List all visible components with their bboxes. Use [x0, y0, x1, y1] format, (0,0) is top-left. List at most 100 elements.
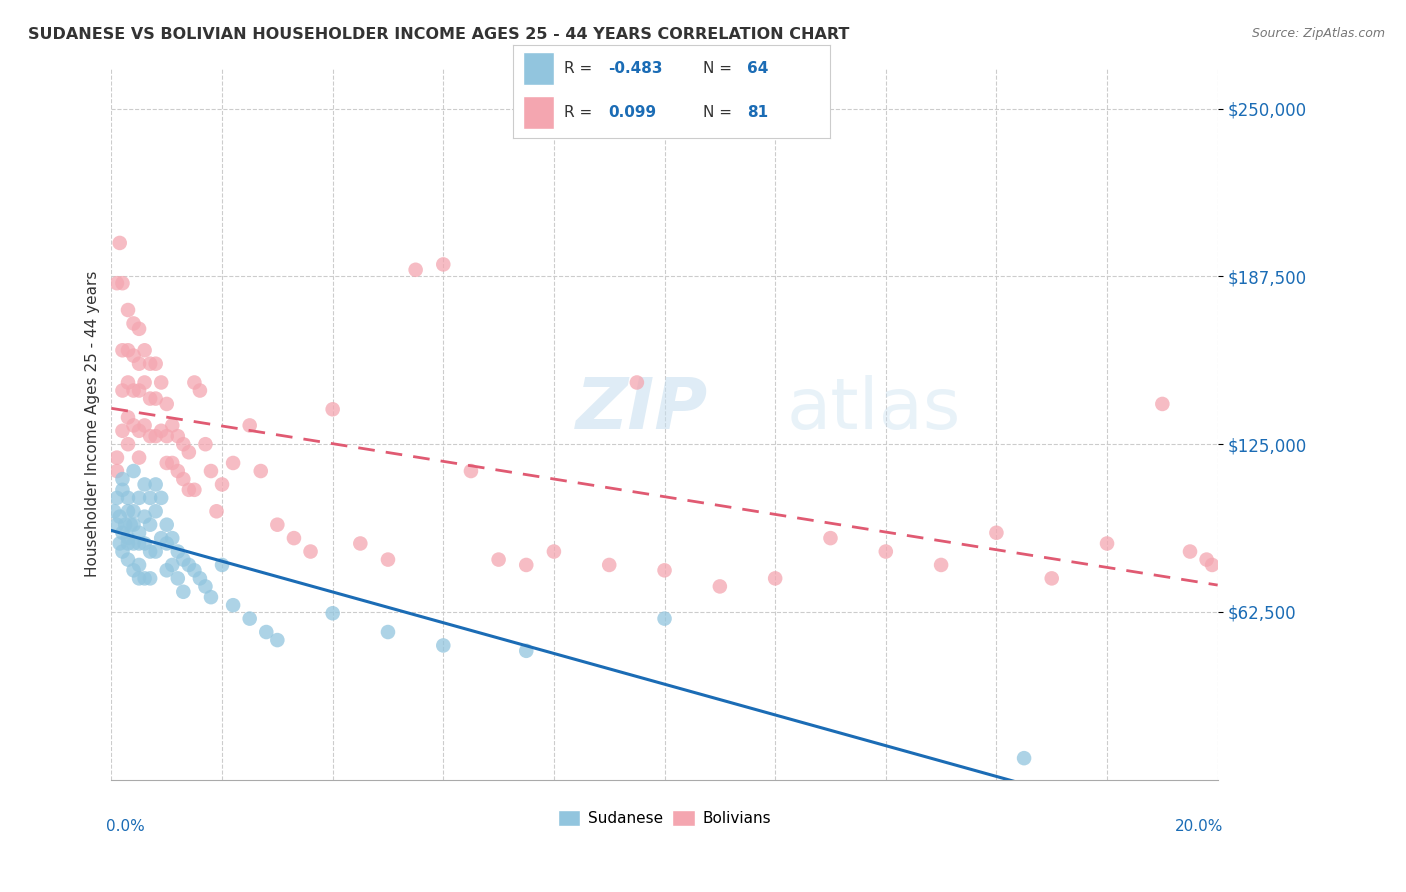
Point: [134, 509, 156, 524]
Point: [117, 437, 139, 451]
Point: [654, 612, 676, 626]
Point: [145, 477, 167, 491]
Point: [111, 472, 134, 486]
Point: [145, 429, 167, 443]
Legend: Sudanese, Bolivians: Sudanese, Bolivians: [551, 804, 778, 832]
Point: [139, 544, 162, 558]
Point: [405, 262, 427, 277]
Point: [598, 558, 620, 572]
Point: [122, 464, 145, 478]
Point: [134, 376, 156, 390]
Point: [515, 558, 537, 572]
Text: -0.483: -0.483: [607, 61, 662, 76]
Point: [349, 536, 371, 550]
Text: atlas: atlas: [786, 376, 960, 444]
Text: 64: 64: [748, 61, 769, 76]
Point: [322, 607, 344, 621]
Point: [654, 563, 676, 577]
Point: [134, 571, 156, 585]
Point: [105, 276, 128, 290]
Point: [222, 598, 245, 612]
Point: [188, 384, 211, 398]
Point: [299, 544, 322, 558]
Point: [117, 552, 139, 566]
Point: [134, 418, 156, 433]
Point: [134, 343, 156, 358]
Point: [128, 384, 150, 398]
Point: [128, 525, 150, 540]
Point: [111, 276, 134, 290]
Text: N =: N =: [703, 61, 737, 76]
Point: [117, 343, 139, 358]
Point: [188, 571, 211, 585]
Point: [111, 424, 134, 438]
Point: [763, 571, 786, 585]
Point: [108, 235, 131, 250]
Point: [166, 544, 188, 558]
Point: [266, 517, 288, 532]
Point: [111, 525, 134, 540]
Point: [162, 558, 184, 572]
Point: [117, 531, 139, 545]
Point: [194, 437, 217, 451]
Point: [1040, 571, 1063, 585]
Point: [156, 536, 179, 550]
Point: [249, 464, 271, 478]
Point: [488, 552, 510, 566]
Point: [111, 384, 134, 398]
Point: [377, 552, 399, 566]
Point: [117, 491, 139, 505]
Point: [1012, 751, 1035, 765]
Point: [1195, 552, 1218, 566]
FancyBboxPatch shape: [523, 96, 554, 129]
Point: [111, 544, 134, 558]
Point: [150, 376, 173, 390]
Point: [183, 563, 205, 577]
Point: [122, 517, 145, 532]
Point: [150, 491, 173, 505]
Point: [122, 563, 145, 577]
Point: [283, 531, 305, 545]
Point: [139, 357, 162, 371]
Point: [114, 517, 136, 532]
Point: [239, 612, 262, 626]
Point: [156, 517, 179, 532]
Point: [117, 303, 139, 318]
Text: 81: 81: [748, 105, 769, 120]
Point: [156, 456, 179, 470]
Point: [432, 639, 454, 653]
Point: [139, 517, 162, 532]
Point: [111, 343, 134, 358]
Point: [105, 450, 128, 465]
Point: [377, 625, 399, 640]
Point: [139, 491, 162, 505]
Point: [205, 504, 228, 518]
Point: [145, 392, 167, 406]
Point: [239, 418, 262, 433]
Point: [117, 504, 139, 518]
Point: [128, 357, 150, 371]
Point: [128, 450, 150, 465]
Point: [139, 392, 162, 406]
Point: [145, 504, 167, 518]
Text: R =: R =: [564, 61, 598, 76]
Point: [117, 376, 139, 390]
Point: [122, 317, 145, 331]
Point: [105, 517, 128, 532]
Point: [117, 410, 139, 425]
Point: [1201, 558, 1223, 572]
Point: [875, 544, 897, 558]
Point: [108, 509, 131, 524]
Point: [166, 571, 188, 585]
Text: N =: N =: [703, 105, 737, 120]
Point: [111, 483, 134, 497]
Y-axis label: Householder Income Ages 25 - 44 years: Householder Income Ages 25 - 44 years: [86, 271, 100, 577]
Point: [122, 504, 145, 518]
Point: [172, 437, 194, 451]
Point: [460, 464, 482, 478]
Point: [172, 584, 194, 599]
Point: [156, 429, 179, 443]
Point: [166, 464, 188, 478]
Point: [156, 563, 179, 577]
Point: [122, 384, 145, 398]
